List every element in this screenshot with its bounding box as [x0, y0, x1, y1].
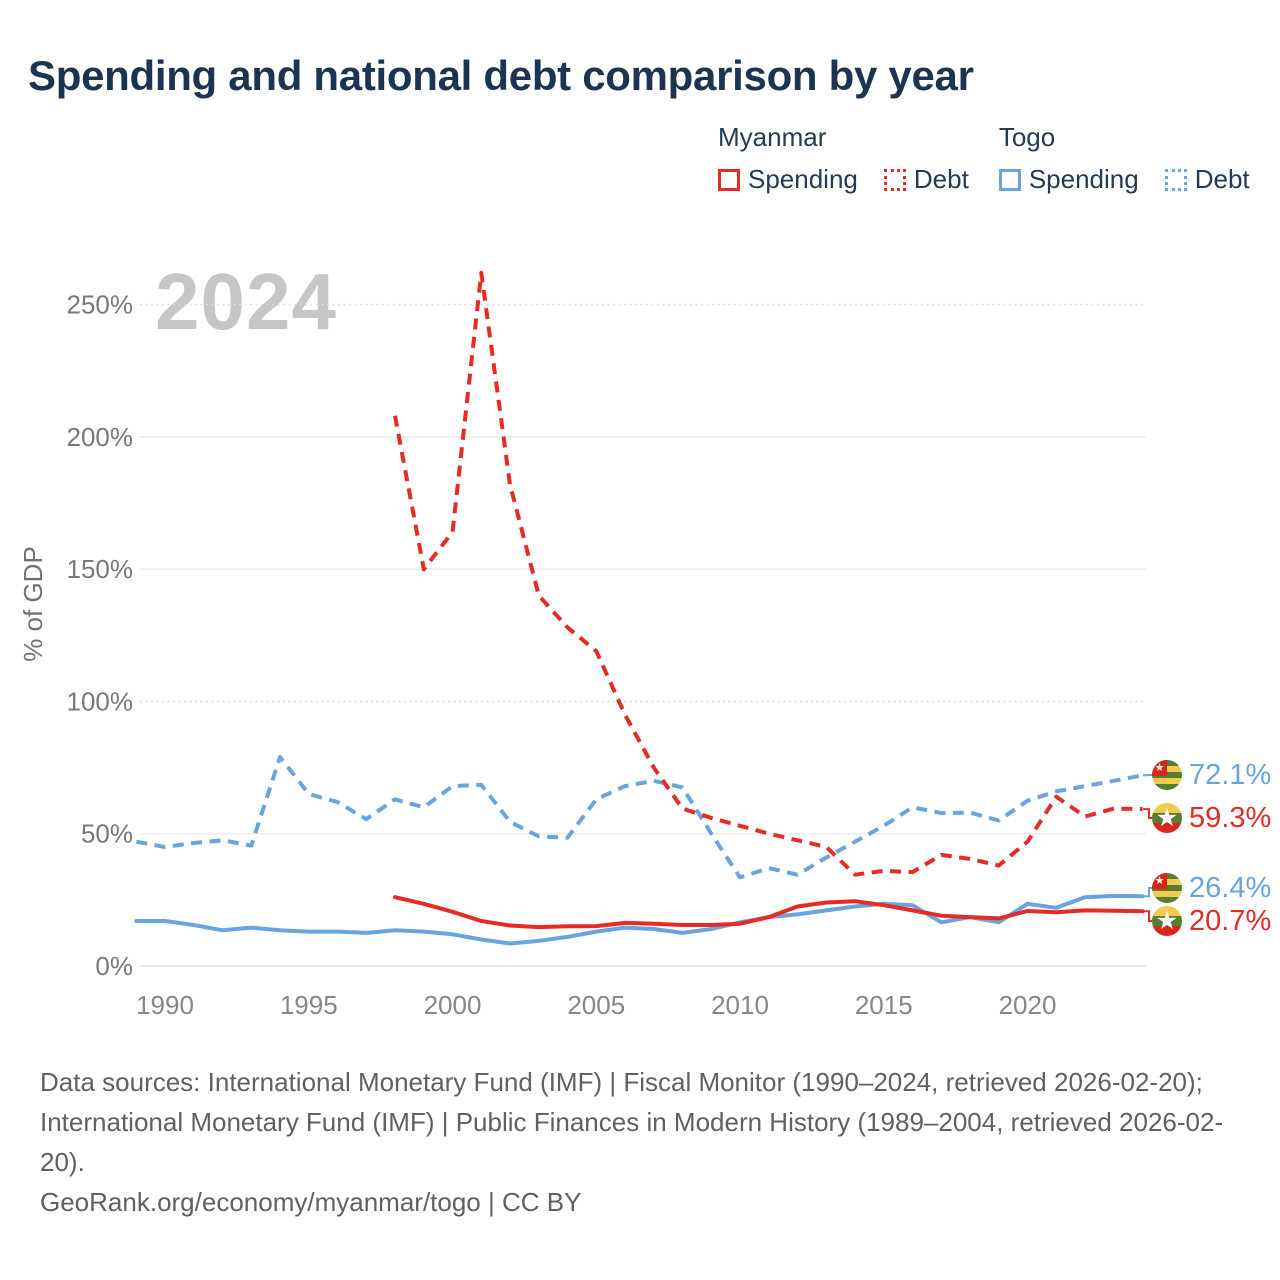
x-tick-label: 1990: [136, 990, 194, 1020]
legend-item-label: Debt: [913, 164, 969, 194]
x-tick-label: 2015: [855, 990, 913, 1020]
legend-item-myanmar-debt[interactable]: Debt: [883, 164, 969, 195]
legend-item-myanmar-spending[interactable]: Spending: [718, 164, 858, 195]
legend-item-label: Debt: [1194, 164, 1250, 194]
leader-line: [1143, 910, 1152, 922]
legend-country-togo: Togo: [998, 122, 1056, 152]
dotted-line-swatch-icon: [883, 168, 906, 191]
y-tick-label: 200%: [67, 422, 134, 452]
y-tick-label: 50%: [81, 819, 133, 849]
legend-item-togo-debt[interactable]: Debt: [1164, 164, 1250, 195]
solid-line-swatch-icon: [718, 168, 740, 191]
legend-item-label: Spending: [1028, 164, 1139, 194]
x-tick-label: 2010: [711, 990, 769, 1020]
end-label-myanmar_debt: 59.3%: [1152, 803, 1271, 833]
end-label-myanmar_spending: 20.7%: [1152, 906, 1271, 936]
x-tick-label: 1995: [280, 990, 338, 1020]
legend-group-myanmar: Myanmar Spending Debt: [718, 122, 969, 195]
end-label-value: 72.1%: [1189, 759, 1272, 791]
end-label-value: 26.4%: [1189, 872, 1272, 904]
end-label-togo_debt: 72.1%: [1152, 760, 1271, 790]
myanmar-flag-icon: [1152, 803, 1182, 833]
y-tick-label: 150%: [67, 554, 134, 584]
page-title: Spending and national debt comparison by…: [28, 52, 974, 99]
myanmar-flag-icon: [1152, 906, 1182, 936]
leader-line: [1143, 887, 1152, 898]
end-label-value: 59.3%: [1189, 802, 1272, 834]
y-tick-label: 250%: [67, 290, 134, 320]
leader-line: [1143, 808, 1152, 819]
y-tick-label: 100%: [67, 686, 134, 716]
footer: Data sources: International Monetary Fun…: [40, 1062, 1236, 1222]
legend-item-togo-spending[interactable]: Spending: [998, 164, 1139, 195]
end-label-value: 20.7%: [1189, 905, 1272, 937]
legend-group-togo: Togo Spending Debt: [998, 122, 1250, 195]
x-tick-label: 2020: [999, 990, 1057, 1020]
togo-flag-icon: [1152, 760, 1182, 790]
data-sources-text: Data sources: International Monetary Fun…: [40, 1067, 1224, 1177]
solid-line-swatch-icon: [998, 168, 1021, 191]
series-line-myanmar_spending: [393, 895, 1145, 930]
legend-country-myanmar: Myanmar: [718, 122, 827, 152]
y-tick-label: 0%: [95, 951, 133, 981]
year-watermark: 2024: [155, 257, 337, 346]
series-line-togo_debt: [135, 755, 1143, 880]
attribution-link[interactable]: GeoRank.org/economy/myanmar/togo | CC BY: [40, 1187, 582, 1217]
end-label-togo_spending: 26.4%: [1152, 873, 1271, 903]
y-axis-label: % of GDP: [18, 546, 48, 662]
togo-flag-icon: [1152, 873, 1182, 903]
x-tick-label: 2000: [424, 990, 482, 1020]
series-line-myanmar_debt: [393, 270, 1143, 877]
x-tick-label: 2005: [567, 990, 625, 1020]
legend: Myanmar Spending Debt Togo Spending: [718, 122, 1250, 195]
legend-item-label: Spending: [748, 164, 858, 194]
dotted-line-swatch-icon: [1164, 168, 1187, 191]
